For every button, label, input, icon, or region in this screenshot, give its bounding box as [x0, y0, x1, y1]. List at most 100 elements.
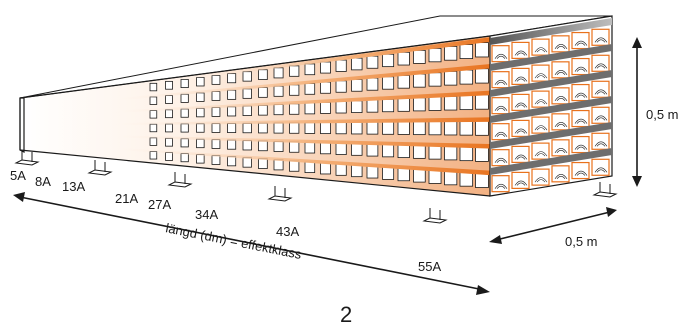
spacer-block: [366, 77, 379, 91]
spacer-block: [382, 121, 395, 135]
grain-arc: [554, 44, 568, 50]
grain-arc: [494, 105, 508, 111]
spacer-block: [227, 123, 237, 133]
page-number: 2: [340, 302, 352, 327]
spacer-block: [475, 42, 489, 58]
end-cell: [511, 119, 530, 137]
spacer-block: [196, 77, 205, 87]
end-cell: [551, 139, 570, 157]
spacer-block: [149, 137, 158, 146]
spacer-block: [289, 141, 300, 153]
spacer-block: [258, 158, 268, 169]
grain-arc: [494, 131, 508, 137]
plank: [90, 117, 500, 126]
spacer-block: [320, 101, 331, 114]
spacer-block: [366, 99, 379, 113]
spacer-block: [180, 108, 189, 118]
spacer-block: [475, 146, 489, 162]
end-cell: [551, 113, 570, 131]
spacer-block: [320, 122, 331, 135]
spacer-block: [397, 51, 410, 66]
spacer-block: [366, 55, 379, 69]
spacer-block: [382, 166, 395, 180]
grain-arc: [514, 180, 528, 186]
spacer-block: [273, 122, 284, 134]
end-face-cells: [491, 28, 610, 193]
class-label: 34A: [195, 207, 218, 222]
spacer-block: [227, 106, 237, 117]
spacer-block: [304, 63, 316, 76]
grain-arc: [594, 167, 608, 173]
support-block: [592, 182, 618, 198]
spacer-block: [351, 164, 363, 178]
spacer-block: [304, 122, 316, 134]
end-cell: [571, 83, 590, 102]
end-face-shadow-bars: [490, 18, 612, 175]
spacer-block: [366, 165, 379, 179]
spacer-block: [351, 121, 363, 135]
length-arrow: [13, 192, 490, 295]
spacer-block: [242, 71, 252, 82]
spacer-block: [273, 104, 284, 116]
spacer-block: [227, 139, 237, 150]
support-block: [267, 186, 293, 202]
spacer-block: [242, 122, 252, 134]
end-cell: [531, 38, 550, 56]
spacer-block: [304, 83, 316, 95]
shadow-bar: [490, 122, 612, 149]
spacer-block: [475, 172, 489, 188]
spacer-block: [289, 103, 300, 115]
spacer-block: [444, 95, 458, 111]
spacer-block: [196, 92, 205, 102]
end-cell: [531, 168, 550, 186]
depth-label: 0,5 m: [565, 234, 598, 249]
spacer-block: [413, 168, 426, 183]
spacer-block: [165, 137, 173, 147]
spacer-block: [335, 101, 347, 114]
spacer-block: [459, 146, 474, 162]
spacer-block: [196, 107, 205, 118]
spacer-block: [211, 139, 221, 149]
spacer-block: [428, 169, 442, 184]
grain-arc: [594, 141, 608, 147]
end-cell: [571, 109, 590, 128]
spacer-block: [180, 138, 189, 148]
spacer-block: [475, 94, 489, 110]
end-cell: [551, 35, 570, 53]
spacer-block: [242, 88, 252, 99]
end-cell: [531, 90, 550, 108]
spacer-block: [428, 121, 442, 136]
grain-arc: [494, 79, 508, 85]
spacer-block: [428, 145, 442, 160]
support-blocks: [14, 150, 618, 224]
support-block: [422, 208, 448, 224]
end-cell: [511, 145, 530, 163]
spacer-block: [413, 73, 426, 88]
grain-arc: [534, 177, 548, 183]
end-cell: [491, 123, 510, 141]
spacer-block: [149, 151, 158, 160]
end-cell: [491, 175, 510, 193]
grain-arc: [554, 70, 568, 76]
spacer-block: [444, 120, 458, 136]
end-cell: [591, 54, 610, 72]
grain-arc: [514, 50, 528, 56]
spacer-block: [211, 107, 221, 117]
spacer-block: [444, 145, 458, 161]
spacer-block: [335, 142, 347, 155]
spacer-block: [351, 143, 363, 156]
grain-arc: [554, 96, 568, 102]
plank: [90, 63, 500, 103]
spacer-block: [304, 102, 316, 115]
spacer-block: [149, 123, 158, 133]
grain-arc: [574, 92, 588, 98]
spacer-block: [273, 140, 284, 152]
grain-arc: [594, 115, 608, 121]
spacer-block: [242, 105, 252, 116]
class-label: 5A: [10, 168, 26, 183]
spacer-block: [320, 81, 331, 94]
spacer-block: [444, 46, 458, 61]
spacer-block: [444, 170, 458, 186]
class-label: 8A: [35, 174, 51, 189]
end-cell: [571, 57, 590, 76]
